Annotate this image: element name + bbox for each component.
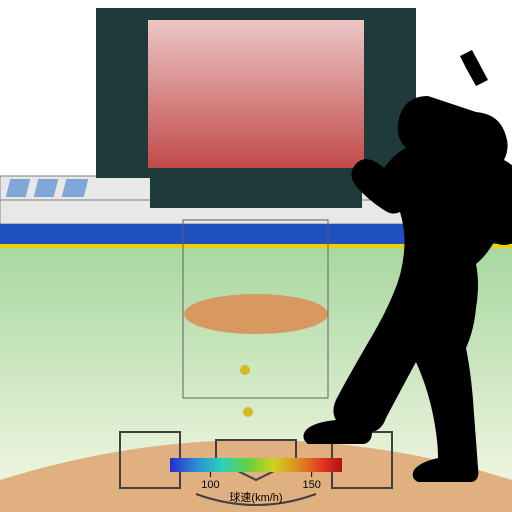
pitch-marker bbox=[243, 407, 253, 417]
legend-tick-label: 100 bbox=[201, 479, 219, 491]
legend-axis-label: 球速(km/h) bbox=[229, 490, 282, 504]
pitch-marker bbox=[240, 365, 250, 375]
legend-tick-label: 150 bbox=[302, 479, 320, 491]
pitch-location-chart: 100 150 球速(km/h) bbox=[0, 0, 512, 512]
pitchers-mound bbox=[184, 294, 328, 334]
